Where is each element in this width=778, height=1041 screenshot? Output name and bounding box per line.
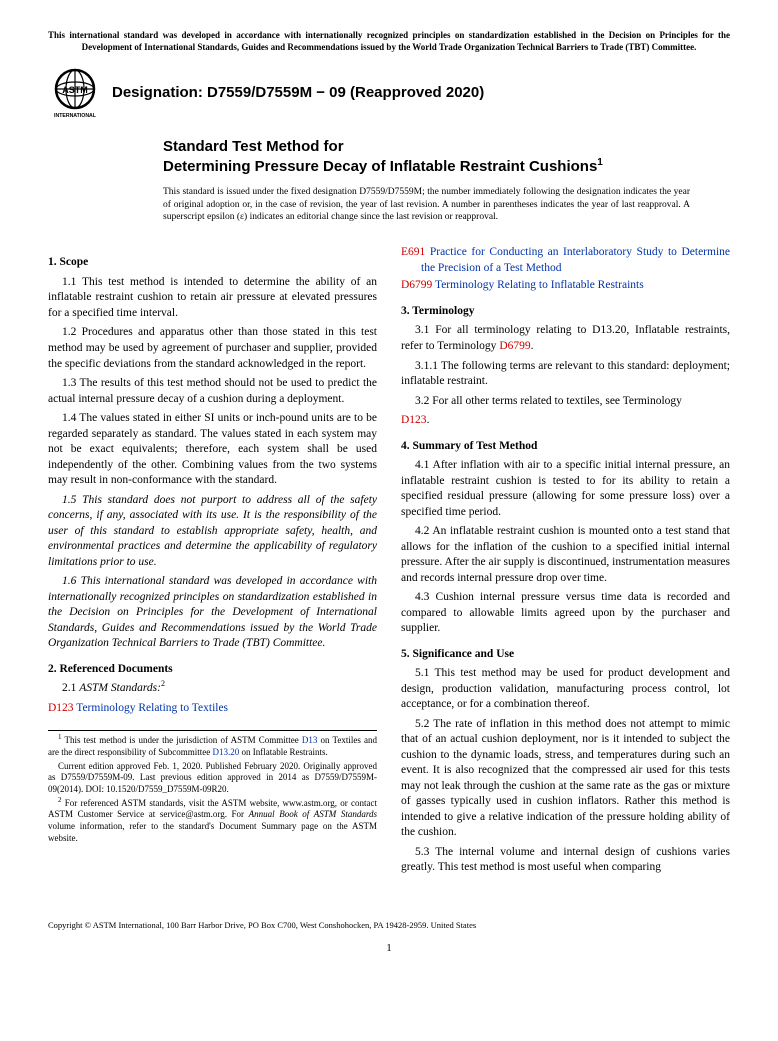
para-1-1: 1.1 This test method is intended to dete… bbox=[48, 275, 377, 322]
section-1-head: 1. Scope bbox=[48, 255, 377, 271]
tbt-notice: This international standard was develope… bbox=[48, 30, 730, 53]
fn1-link-d13[interactable]: D13 bbox=[302, 735, 318, 745]
right-column: E691 Practice for Conducting an Interlab… bbox=[401, 245, 730, 880]
fn1-a: This test method is under the jurisdicti… bbox=[62, 735, 302, 745]
ref-d6799-title[interactable]: Terminology Relating to Inflatable Restr… bbox=[432, 279, 643, 291]
title-main: Determining Pressure Decay of Inflatable… bbox=[163, 157, 690, 177]
para-5-2: 5.2 The rate of inflation in this method… bbox=[401, 717, 730, 841]
section-2-head: 2. Referenced Documents bbox=[48, 662, 377, 678]
ref-e691-title[interactable]: Practice for Conducting an Interlaborato… bbox=[421, 246, 730, 274]
p3-1-c: . bbox=[531, 340, 534, 352]
para-2-1: 2.1 ASTM Standards:2 bbox=[48, 681, 377, 697]
para-5-1: 5.1 This test method may be used for pro… bbox=[401, 666, 730, 713]
footnote-2: 2 For referenced ASTM standards, visit t… bbox=[48, 798, 377, 845]
para-3-2-link: D123. bbox=[401, 413, 730, 429]
title-block: Standard Test Method for Determining Pre… bbox=[163, 137, 690, 176]
ref-d123-title[interactable]: Terminology Relating to Textiles bbox=[74, 702, 228, 714]
fn1-link-d1320[interactable]: D13.20 bbox=[212, 747, 239, 757]
p3-2-link[interactable]: D123 bbox=[401, 414, 427, 426]
title-prefix: Standard Test Method for bbox=[163, 137, 690, 157]
ref-d6799: D6799 Terminology Relating to Inflatable… bbox=[401, 278, 730, 294]
para-1-2: 1.2 Procedures and apparatus other than … bbox=[48, 325, 377, 372]
para-3-1: 3.1 For all terminology relating to D13.… bbox=[401, 323, 730, 354]
para-1-4: 1.4 The values stated in either SI units… bbox=[48, 411, 377, 489]
section-5-head: 5. Significance and Use bbox=[401, 647, 730, 663]
p3-1-link[interactable]: D6799 bbox=[499, 340, 530, 352]
ref-d123-code[interactable]: D123 bbox=[48, 702, 74, 714]
section-3-head: 3. Terminology bbox=[401, 304, 730, 320]
section-4-head: 4. Summary of Test Method bbox=[401, 439, 730, 455]
para-3-2: 3.2 For all other terms related to texti… bbox=[401, 394, 730, 410]
left-column: 1. Scope 1.1 This test method is intende… bbox=[48, 245, 377, 880]
para-4-3: 4.3 Cushion internal pressure versus tim… bbox=[401, 590, 730, 637]
header-row: ASTM INTERNATIONAL Designation: D7559/D7… bbox=[48, 65, 730, 119]
svg-text:INTERNATIONAL: INTERNATIONAL bbox=[54, 113, 97, 119]
astm-logo: ASTM INTERNATIONAL bbox=[48, 65, 102, 119]
ref-d123: D123 Terminology Relating to Textiles bbox=[48, 701, 377, 717]
footnote-1-line2: Current edition approved Feb. 1, 2020. P… bbox=[48, 761, 377, 796]
p3-1-a: 3.1 For all terminology relating to D13.… bbox=[401, 324, 730, 352]
para-2-1-num: 2.1 bbox=[62, 682, 79, 694]
footnotes: 1 This test method is under the jurisdic… bbox=[48, 730, 377, 844]
para-3-1-1: 3.1.1 The following terms are relevant t… bbox=[401, 359, 730, 390]
para-1-5: 1.5 This standard does not purport to ad… bbox=[48, 493, 377, 571]
footnote-1: 1 This test method is under the jurisdic… bbox=[48, 735, 377, 758]
para-4-1: 4.1 After inflation with air to a specif… bbox=[401, 458, 730, 520]
para-4-2: 4.2 An inflatable restraint cushion is m… bbox=[401, 524, 730, 586]
para-1-3: 1.3 The results of this test method shou… bbox=[48, 376, 377, 407]
title-superscript: 1 bbox=[597, 157, 603, 168]
fn2-c: volume information, refer to the standar… bbox=[48, 821, 377, 843]
columns: 1. Scope 1.1 This test method is intende… bbox=[48, 245, 730, 880]
para-2-1-title: ASTM Standards: bbox=[79, 682, 161, 694]
copyright: Copyright © ASTM International, 100 Barr… bbox=[48, 920, 730, 930]
fn2-b: Annual Book of ASTM Standards bbox=[249, 809, 377, 819]
page: This international standard was develope… bbox=[0, 0, 778, 974]
ref-e691: E691 Practice for Conducting an Interlab… bbox=[401, 245, 730, 276]
fn1-e: on Inflatable Restraints. bbox=[239, 747, 327, 757]
para-5-3: 5.3 The internal volume and internal des… bbox=[401, 845, 730, 876]
ref-d6799-code[interactable]: D6799 bbox=[401, 279, 432, 291]
page-number: 1 bbox=[48, 942, 730, 954]
ref-e691-code[interactable]: E691 bbox=[401, 246, 425, 258]
para-2-1-sup: 2 bbox=[161, 679, 165, 688]
para-1-6: 1.6 This international standard was deve… bbox=[48, 574, 377, 652]
p3-2-c: . bbox=[427, 414, 430, 426]
title-text: Determining Pressure Decay of Inflatable… bbox=[163, 158, 597, 175]
svg-text:ASTM: ASTM bbox=[62, 85, 88, 95]
designation: Designation: D7559/D7559M − 09 (Reapprov… bbox=[112, 84, 484, 101]
p3-2-a: 3.2 For all other terms related to texti… bbox=[415, 395, 682, 407]
issuance-note: This standard is issued under the fixed … bbox=[163, 186, 690, 223]
